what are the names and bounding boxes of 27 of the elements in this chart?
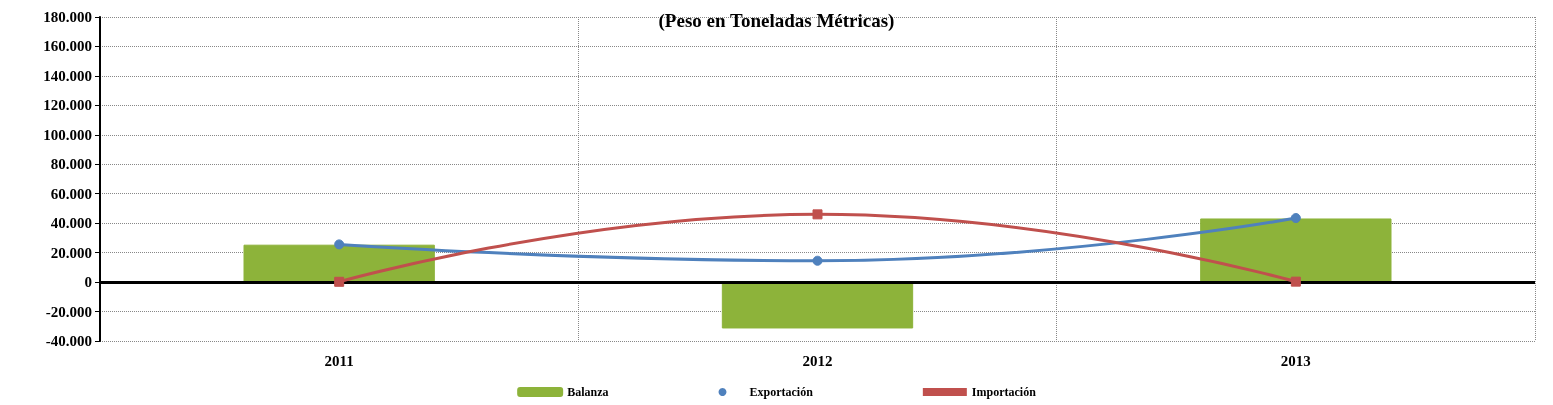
y-tick-label: 140.000 xyxy=(43,67,92,84)
y-tick-label: 160.000 xyxy=(43,38,92,55)
point xyxy=(334,239,345,250)
y-tick-label: 20.000 xyxy=(50,244,92,261)
x-tick-label: 2012 xyxy=(802,352,833,369)
chart-title: (Peso en Toneladas Métricas) xyxy=(658,10,895,32)
y-tick-label: 120.000 xyxy=(43,97,92,114)
bar xyxy=(1200,218,1392,283)
legend-label: Exportación xyxy=(749,385,814,399)
point xyxy=(1290,213,1301,224)
y-tick-label: 40.000 xyxy=(50,215,92,232)
bar xyxy=(721,282,914,329)
point xyxy=(1290,276,1301,287)
point xyxy=(812,209,823,220)
point xyxy=(334,276,345,287)
y-tick-label: -40.000 xyxy=(45,333,92,349)
x-tick-label: 2013 xyxy=(1280,352,1311,369)
y-tick-label: 0 xyxy=(84,274,92,291)
y-tick-label: 180.000 xyxy=(43,9,92,25)
y-tick-label: 100.000 xyxy=(43,126,92,143)
y-tick-label: -20.000 xyxy=(45,303,92,320)
y-tick-label: 60.000 xyxy=(50,185,92,202)
legend-label: Importación xyxy=(971,385,1037,399)
legend-label: Balanza xyxy=(567,385,609,399)
x-tick-label: 2011 xyxy=(324,352,354,369)
y-tick-label: 80.000 xyxy=(50,156,92,173)
point xyxy=(812,255,823,266)
